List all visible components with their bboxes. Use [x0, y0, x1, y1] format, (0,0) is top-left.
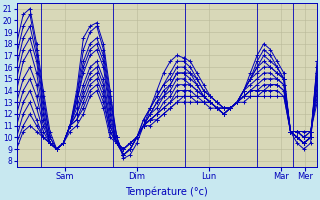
X-axis label: Température (°c): Température (°c) [125, 187, 208, 197]
